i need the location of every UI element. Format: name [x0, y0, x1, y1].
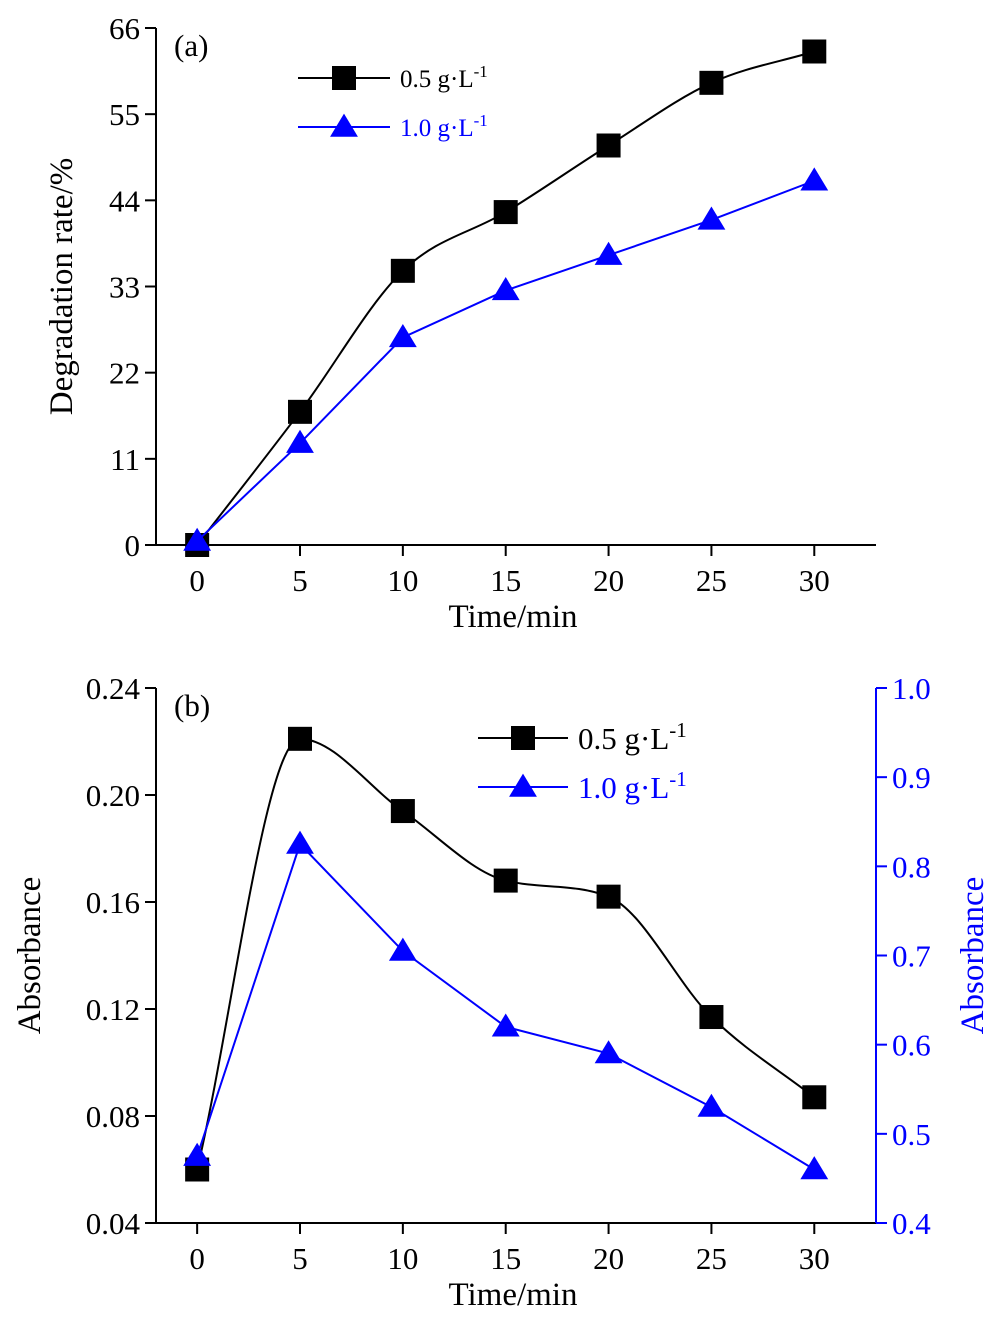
- data-point: [699, 70, 724, 95]
- chart-absorbance: 0 5 10 15 20 25 30 Time/min 0.04 0.08 0.12 0.16 0.20…: [12, 671, 991, 1313]
- y-tick-label: 0.24: [86, 671, 141, 706]
- legend-marker: [332, 66, 356, 90]
- data-point: [390, 799, 415, 824]
- y-tick-label: 0: [125, 528, 141, 563]
- legend-item: 1.0 g·L-1: [298, 111, 488, 142]
- x-tick-label: 30: [799, 1241, 830, 1276]
- data-point: [388, 937, 417, 961]
- data-point: [183, 1142, 212, 1166]
- y-right-tick-label: 0.8: [892, 849, 931, 884]
- x-tick-label: 0: [189, 563, 205, 598]
- series-triangle: [183, 167, 829, 551]
- y-tick-label: 33: [109, 270, 140, 305]
- data-point: [596, 133, 621, 158]
- y-tick-label: 0.04: [86, 1206, 141, 1241]
- x-tick-label: 5: [292, 563, 308, 598]
- data-point: [286, 830, 314, 854]
- data-point: [802, 39, 827, 64]
- data-point: [491, 277, 520, 301]
- legend-label-superscript: -1: [669, 718, 687, 742]
- y-tick-label: 66: [109, 11, 140, 46]
- data-point: [596, 884, 621, 909]
- y-right-tick-label: 0.5: [892, 1117, 931, 1152]
- x-tick-label: 0: [189, 1241, 205, 1276]
- legend-item: 1.0 g·L-1: [478, 767, 687, 805]
- y-tick-label: 44: [109, 183, 141, 218]
- legend-label: 0.5 g·L-1: [400, 62, 488, 93]
- y-right-tick-label: 0.6: [892, 1028, 931, 1063]
- y-tick-label: 22: [109, 356, 140, 391]
- x-tick-label: 25: [696, 1241, 727, 1276]
- y-right-axis-title: Absorbance: [955, 877, 991, 1035]
- data-point: [800, 167, 829, 191]
- x-tick-label: 5: [292, 1241, 308, 1276]
- x-tick-label: 15: [490, 563, 521, 598]
- legend-label-text: 1.0 g·L: [400, 115, 474, 142]
- data-point: [288, 399, 312, 424]
- x-axis-title: Time/min: [449, 1277, 578, 1313]
- legend-label: 1.0 g·L-1: [400, 111, 488, 142]
- y-right-tick-label: 0.7: [892, 939, 931, 974]
- data-point: [594, 1040, 623, 1064]
- chart-degradation-rate: 0 5 10 15 20 25 30 Time/min 0 11 22 33 44 55 66 Degrada…: [44, 11, 876, 635]
- legend-item: 0.5 g·L-1: [478, 718, 687, 756]
- legend-label-superscript: -1: [474, 62, 488, 81]
- data-point: [183, 527, 212, 551]
- data-point: [493, 868, 518, 893]
- x-tick-label: 15: [490, 1241, 521, 1276]
- y-right-tick-label: 1.0: [892, 671, 931, 706]
- x-tick-label: 25: [696, 563, 727, 598]
- legend-label: 1.0 g·L-1: [578, 767, 687, 805]
- legend-label-superscript: -1: [669, 767, 687, 791]
- legend-label-text: 0.5 g·L: [400, 66, 474, 93]
- legend-label-superscript: -1: [474, 111, 488, 130]
- legend-marker: [511, 726, 535, 750]
- y-tick-label: 0.20: [86, 778, 140, 813]
- x-axis-title: Time/min: [449, 599, 578, 635]
- y-axis-title: Absorbance: [12, 877, 48, 1035]
- legend-label: 0.5 g·L-1: [578, 718, 687, 756]
- panel-label: (a): [174, 28, 208, 63]
- legend-marker: [509, 773, 537, 797]
- series-triangle: [183, 830, 829, 1180]
- x-tick-label: 10: [387, 563, 418, 598]
- legend-label-text: 1.0 g·L: [578, 770, 669, 805]
- legend-label-text: 0.5 g·L: [578, 721, 669, 756]
- data-point: [493, 200, 518, 225]
- x-tick-label: 20: [593, 563, 624, 598]
- data-point: [390, 258, 415, 283]
- y-tick-label: 0.16: [86, 885, 140, 920]
- data-point: [594, 241, 623, 265]
- y-tick-label: 0.08: [86, 1099, 140, 1134]
- data-point: [800, 1156, 829, 1180]
- data-point: [802, 1085, 827, 1110]
- y-axis-title: Degradation rate/%: [44, 158, 80, 415]
- data-point: [697, 206, 726, 230]
- x-tick-label: 10: [387, 1241, 418, 1276]
- y-tick-label: 0.12: [86, 992, 140, 1027]
- data-point: [288, 726, 312, 751]
- data-point: [491, 1013, 520, 1037]
- legend-marker: [330, 113, 358, 137]
- panel-label: (b): [174, 688, 210, 723]
- series-square: [185, 726, 827, 1182]
- series-line: [196, 737, 815, 1170]
- data-point: [388, 324, 417, 348]
- y-tick-label: 55: [109, 97, 140, 132]
- legend-item: 0.5 g·L-1: [298, 62, 488, 93]
- data-point: [286, 429, 314, 453]
- x-tick-label: 20: [593, 1241, 624, 1276]
- y-tick-label: 11: [110, 442, 140, 477]
- y-right-tick-label: 0.9: [892, 760, 931, 795]
- data-point: [699, 1005, 724, 1030]
- data-point: [697, 1093, 726, 1117]
- series-line: [196, 179, 815, 542]
- x-tick-label: 30: [799, 563, 830, 598]
- y-right-tick-label: 0.4: [892, 1206, 931, 1241]
